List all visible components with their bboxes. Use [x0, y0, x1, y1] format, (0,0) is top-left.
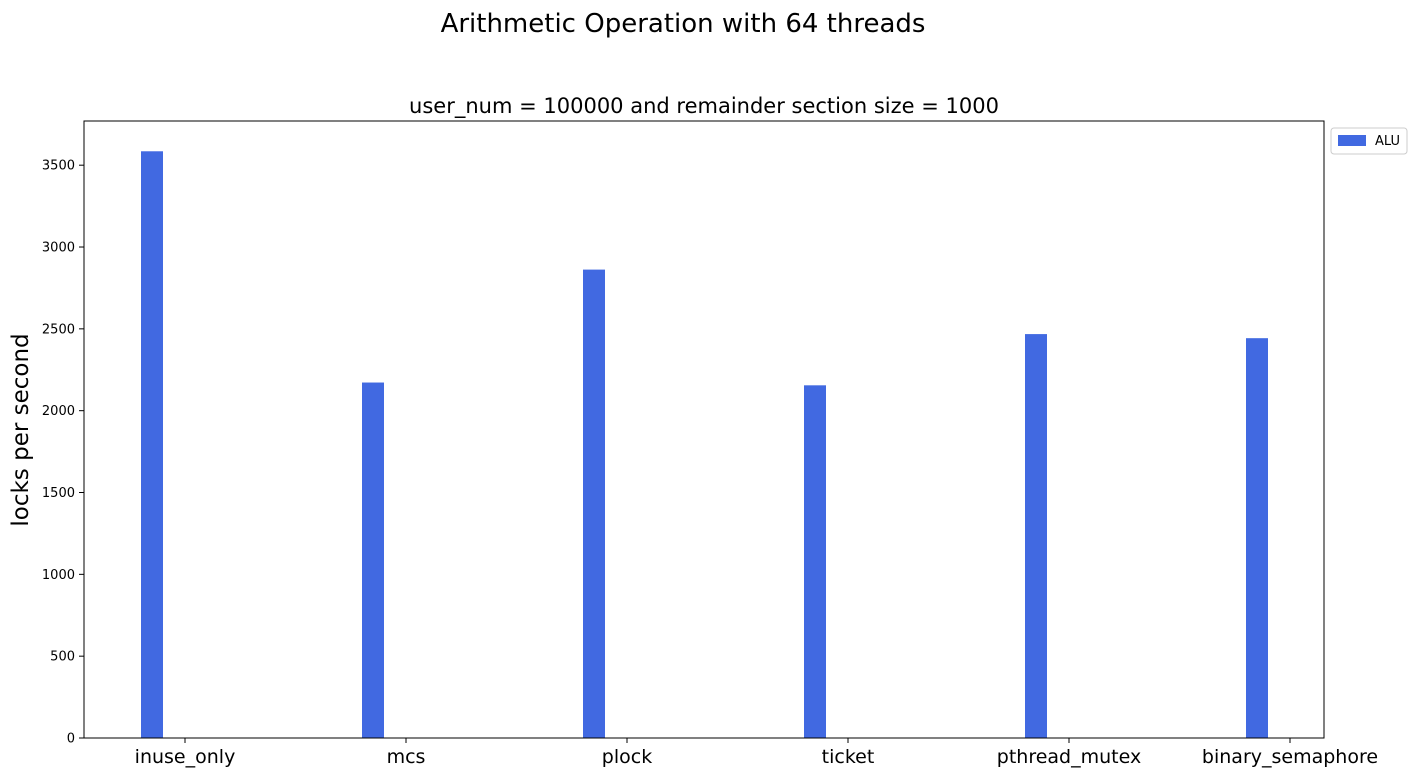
x-tick-label: ticket [822, 746, 875, 768]
x-tick-label: mcs [387, 746, 426, 768]
plot-area-frame [83, 120, 1325, 739]
bar-ticket [804, 385, 826, 738]
bar-plock [583, 269, 605, 738]
x-tick-label: plock [602, 746, 652, 768]
bar-mcs [362, 382, 384, 738]
y-tick-label: 1500 [42, 486, 75, 501]
bar-inuse-only [141, 151, 163, 738]
legend-label: ALU [1375, 134, 1400, 149]
y-tick-label: 3000 [42, 241, 75, 256]
y-tick-label: 0 [67, 732, 75, 747]
legend-box [1330, 127, 1408, 155]
x-tick-label: binary_semaphore [1202, 746, 1378, 768]
y-tick-label: 1000 [42, 568, 75, 583]
y-tick-label: 2500 [42, 322, 75, 337]
y-tick-label: 2000 [42, 404, 75, 419]
x-tick-label: inuse_only [135, 746, 236, 768]
bars-group [141, 151, 1268, 738]
chart-subtitle: user_num = 100000 and remainder section … [409, 94, 999, 119]
x-tick-label: pthread_mutex [997, 746, 1141, 768]
bar-pthread-mutex [1025, 334, 1047, 738]
x-axis-ticks: inuse_only mcs plock ticket pthread_mutex bin… [135, 738, 1378, 768]
legend: ALU [1330, 127, 1408, 155]
legend-swatch [1338, 135, 1366, 146]
y-tick-label: 3500 [42, 159, 75, 174]
y-axis-ticks: 0 500 1000 1500 2000 2500 3000 3500 [42, 159, 84, 747]
y-tick-label: 500 [50, 650, 75, 665]
y-axis-label: locks per second [8, 333, 34, 526]
chart-title: Arithmetic Operation with 64 threads [441, 9, 926, 39]
bar-binary-semaphore [1246, 338, 1268, 738]
